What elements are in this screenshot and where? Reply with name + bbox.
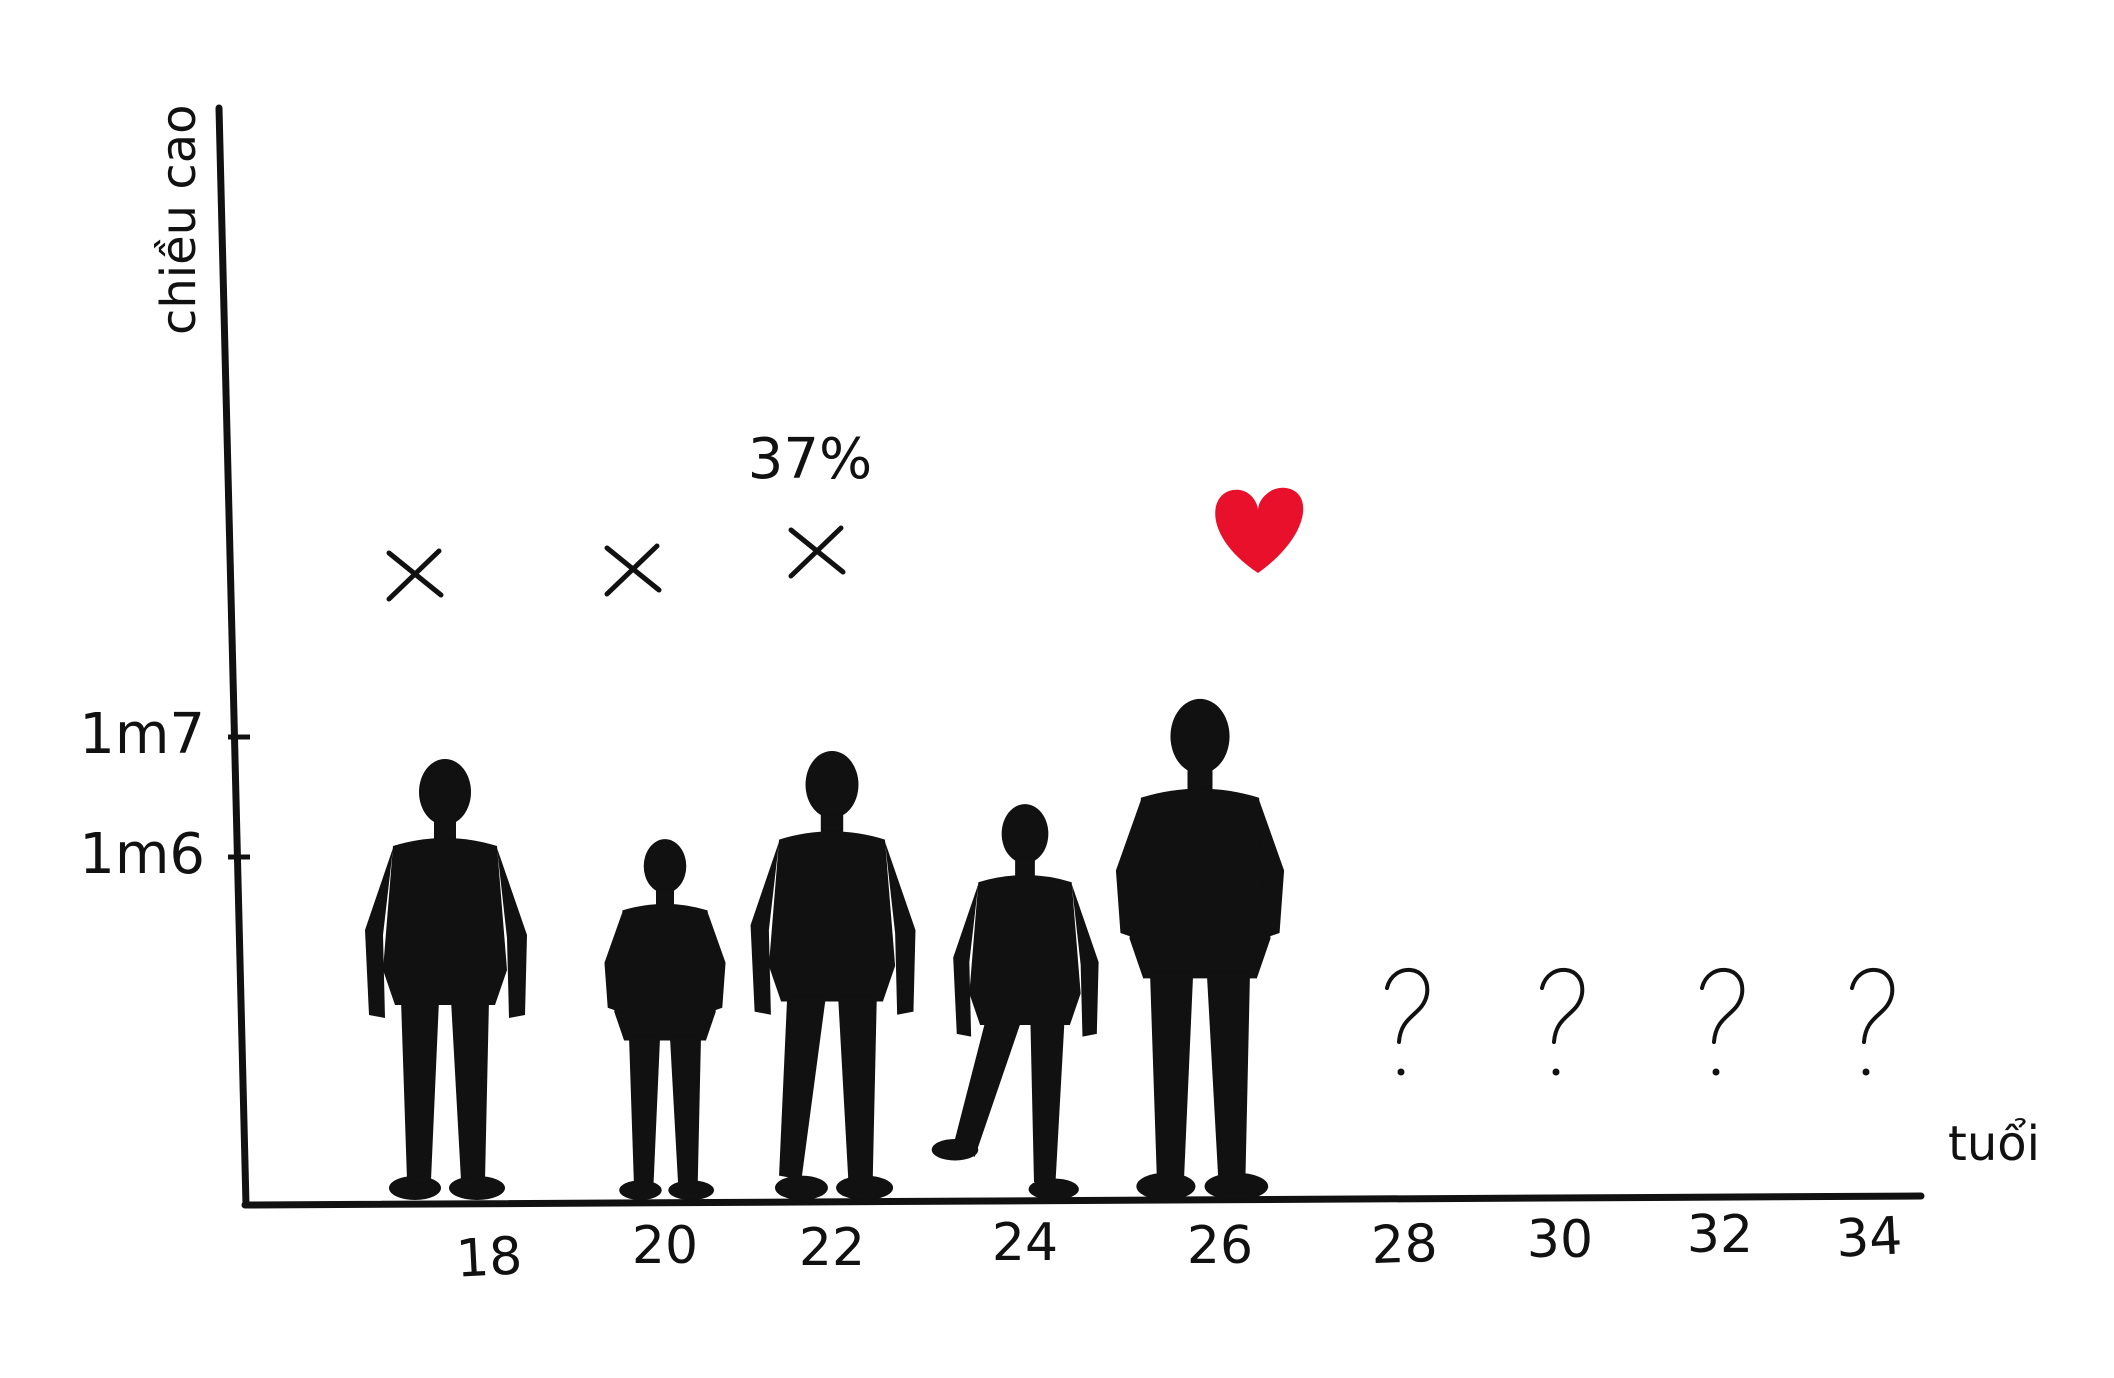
person-arm — [604, 912, 625, 1014]
x-axis-title: tuổi — [1948, 1116, 2040, 1172]
y-tick-label: 1m7 — [79, 702, 205, 767]
person-head — [1001, 804, 1049, 864]
y-axis-line — [215, 104, 250, 1209]
x-tick-label: 32 — [1687, 1205, 1753, 1265]
person-neck — [656, 889, 674, 906]
x-tick-label: 30 — [1527, 1210, 1593, 1270]
question-dot — [1552, 1068, 1560, 1076]
person-arm — [1115, 800, 1144, 941]
cross-stroke — [788, 525, 844, 579]
cross-stroke — [604, 543, 660, 597]
question-mark-8 — [1850, 968, 1895, 1076]
person-arm — [1071, 884, 1099, 1037]
person-shoe — [836, 1175, 894, 1200]
person-shoe — [1028, 1178, 1079, 1200]
question-mark-5 — [1385, 968, 1430, 1076]
x-tick-label: 28 — [1370, 1214, 1438, 1276]
person-shoe — [389, 1176, 441, 1200]
question-dot — [1397, 1068, 1405, 1076]
person-shoe — [619, 1180, 662, 1200]
x-tick-label: 20 — [632, 1216, 698, 1276]
person-neck — [1187, 768, 1213, 791]
person-silhouette-0 — [365, 759, 527, 1200]
person-arm — [497, 848, 527, 1018]
person-arm — [884, 841, 916, 1015]
cross-mark-0 — [386, 548, 444, 602]
person-arm — [750, 841, 780, 1015]
person-leg — [1030, 1020, 1065, 1183]
person-head — [643, 839, 687, 894]
person-head — [419, 759, 471, 825]
question-mark-7 — [1700, 968, 1745, 1076]
x-tick-label: 22 — [799, 1218, 865, 1278]
cross-mark-1 — [604, 543, 662, 597]
question-dot — [1712, 1068, 1720, 1076]
question-curve — [1850, 968, 1895, 1044]
person-leg — [629, 1036, 661, 1184]
person-shoe — [668, 1180, 715, 1200]
person-shoe — [774, 1175, 828, 1200]
person-arm — [705, 912, 726, 1014]
cross-mark-2 — [788, 525, 846, 579]
person-arm — [953, 884, 979, 1037]
person-leg — [838, 996, 877, 1180]
person-silhouette-3 — [931, 804, 1099, 1200]
person-leg — [451, 1000, 489, 1180]
question-dot — [1862, 1068, 1870, 1076]
person-head — [1170, 698, 1230, 774]
person-torso — [1129, 788, 1271, 979]
person-shoe — [1136, 1172, 1196, 1200]
heart-icon — [1215, 487, 1304, 573]
person-leg — [953, 1020, 1022, 1157]
person-silhouette-4 — [1115, 698, 1285, 1200]
person-torso — [383, 838, 507, 1005]
person-shoe — [931, 1138, 979, 1161]
person-torso — [614, 903, 716, 1041]
person-neck — [1015, 858, 1035, 877]
x-tick-label: 24 — [992, 1213, 1058, 1273]
question-curve — [1385, 968, 1430, 1044]
x-tick-label: 26 — [1187, 1216, 1253, 1276]
y-tick-label: 1m6 — [79, 822, 205, 887]
person-head — [805, 750, 859, 819]
person-leg — [1150, 972, 1194, 1178]
x-tick-label: 34 — [1834, 1206, 1903, 1269]
x-tick-label: 18 — [454, 1226, 523, 1289]
person-leg — [779, 996, 826, 1180]
person-leg — [401, 1000, 439, 1180]
person-silhouette-1 — [604, 839, 726, 1200]
person-torso — [768, 831, 896, 1002]
person-leg — [669, 1036, 701, 1184]
person-shoe — [1204, 1172, 1269, 1200]
cross-stroke — [386, 548, 442, 602]
person-neck — [820, 813, 844, 834]
chart-marks: 18 20 22 24 26 28 30 32 34 1m6 1m7 chiều cao tuổi 37% — [79, 104, 2040, 1289]
person-arm — [1256, 800, 1285, 941]
question-mark-6 — [1540, 968, 1585, 1076]
annotation-label: 37% — [748, 427, 872, 492]
person-neck — [434, 820, 456, 840]
x-axis-line — [241, 1192, 1925, 1209]
person-shoe — [449, 1176, 505, 1200]
y-axis-title: chiều cao — [151, 104, 207, 335]
person-silhouette-2 — [750, 750, 916, 1200]
question-curve — [1540, 968, 1585, 1044]
person-torso — [969, 875, 1081, 1025]
question-curve — [1700, 968, 1745, 1044]
person-arm — [365, 848, 393, 1018]
person-leg — [1206, 972, 1250, 1178]
